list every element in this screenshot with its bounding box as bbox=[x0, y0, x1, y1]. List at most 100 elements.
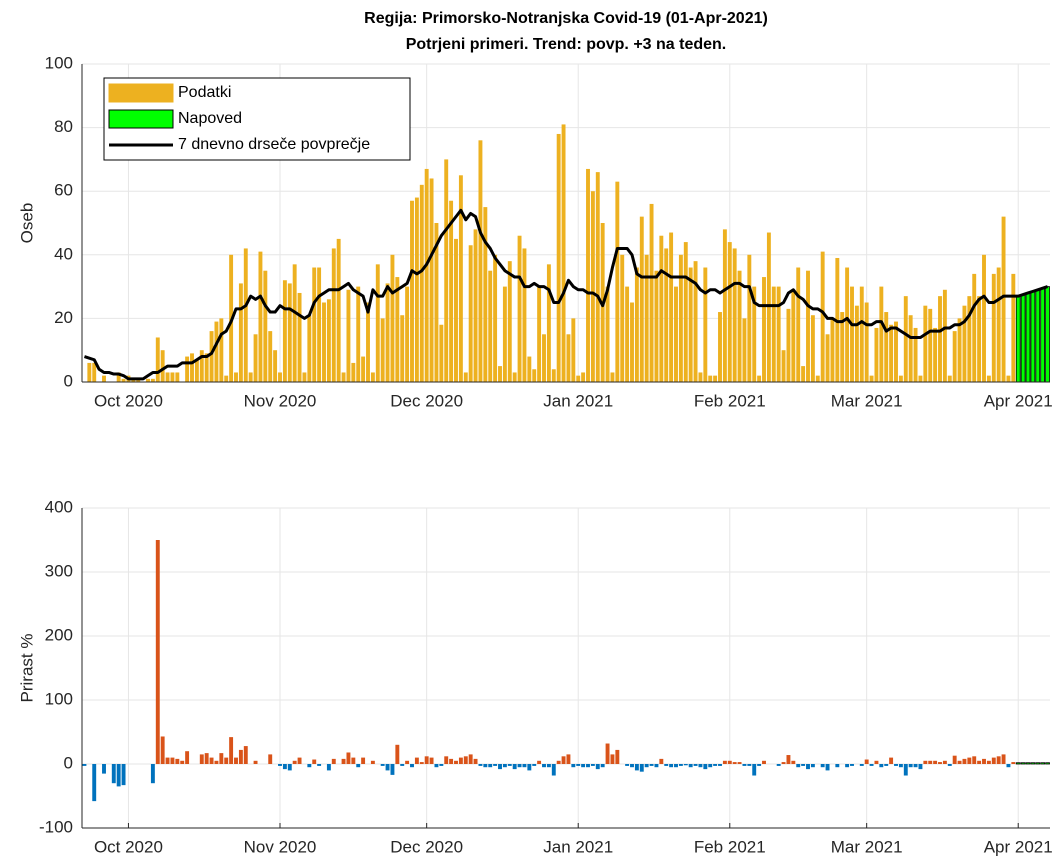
bar bbox=[317, 764, 322, 766]
bar bbox=[688, 267, 693, 382]
chart-title: Regija: Primorsko-Notranjska Covid-19 (0… bbox=[364, 10, 768, 27]
bar bbox=[180, 760, 185, 764]
bar bbox=[634, 267, 639, 382]
bar bbox=[825, 334, 830, 382]
bar bbox=[762, 760, 766, 764]
bar bbox=[522, 248, 527, 382]
bar bbox=[493, 764, 498, 766]
bar bbox=[463, 372, 468, 382]
bar bbox=[952, 755, 957, 764]
bar bbox=[282, 764, 287, 770]
bar bbox=[703, 267, 708, 382]
bar bbox=[170, 757, 175, 764]
y-tick-label: 200 bbox=[45, 625, 73, 644]
bar bbox=[757, 375, 762, 382]
bar bbox=[801, 366, 806, 382]
bar bbox=[410, 200, 414, 382]
bar bbox=[556, 760, 561, 764]
bar bbox=[639, 764, 644, 772]
bar bbox=[361, 757, 366, 764]
bar bbox=[982, 254, 986, 382]
bar bbox=[1025, 292, 1031, 383]
moving-average-line bbox=[83, 208, 1049, 381]
y-tick-label: 100 bbox=[45, 53, 73, 72]
bar bbox=[713, 375, 718, 382]
bar bbox=[654, 764, 659, 768]
bar bbox=[869, 375, 874, 382]
bar bbox=[385, 283, 390, 382]
bar bbox=[605, 286, 610, 382]
bar bbox=[659, 758, 664, 764]
bar bbox=[938, 296, 942, 382]
bar bbox=[747, 764, 752, 766]
y-axis-label: Oseb bbox=[17, 203, 36, 244]
bar bbox=[273, 350, 278, 382]
bar bbox=[982, 758, 986, 764]
bar bbox=[204, 353, 209, 382]
bar bbox=[1025, 762, 1031, 765]
bar bbox=[933, 327, 938, 382]
bar bbox=[864, 302, 869, 382]
bar bbox=[463, 756, 468, 764]
bar bbox=[468, 754, 473, 764]
bar bbox=[439, 764, 444, 766]
x-tick-label: Nov 2020 bbox=[244, 391, 317, 410]
bar bbox=[346, 289, 351, 382]
bar bbox=[933, 760, 938, 764]
bar bbox=[238, 283, 243, 382]
bar bbox=[625, 286, 630, 382]
bar bbox=[806, 270, 810, 382]
bar bbox=[229, 737, 234, 764]
bar bbox=[507, 261, 512, 382]
bar bbox=[605, 743, 610, 764]
x-tick-label: Dec 2020 bbox=[390, 837, 463, 856]
bar bbox=[517, 235, 522, 382]
bar bbox=[312, 267, 317, 382]
bar bbox=[634, 764, 639, 771]
bar bbox=[942, 760, 947, 764]
bar bbox=[121, 378, 126, 382]
bar bbox=[590, 764, 595, 766]
bar bbox=[722, 229, 727, 382]
bar bbox=[908, 315, 913, 382]
bar bbox=[781, 762, 786, 764]
bar bbox=[502, 286, 507, 382]
bar bbox=[590, 191, 595, 382]
bar bbox=[561, 124, 566, 383]
bar bbox=[889, 757, 894, 764]
bar bbox=[405, 760, 410, 764]
bar bbox=[678, 764, 683, 766]
bar bbox=[630, 302, 634, 382]
bar bbox=[502, 764, 507, 768]
bar bbox=[781, 350, 786, 382]
bar bbox=[366, 302, 370, 382]
bar bbox=[952, 331, 957, 382]
bar bbox=[879, 764, 884, 768]
bar bbox=[390, 764, 395, 775]
bar bbox=[947, 375, 952, 382]
bar bbox=[918, 375, 923, 382]
bar bbox=[698, 372, 703, 382]
chart-subtitle: Potrjeni primeri. Trend: povp. +3 na ted… bbox=[406, 36, 727, 53]
bar bbox=[410, 764, 414, 768]
bar bbox=[791, 289, 796, 382]
bar bbox=[507, 764, 512, 766]
bar bbox=[664, 248, 669, 382]
bar bbox=[962, 758, 967, 764]
bar bbox=[766, 232, 771, 382]
bar bbox=[209, 331, 214, 382]
bar bbox=[522, 764, 527, 768]
bar bbox=[370, 372, 375, 382]
bar bbox=[923, 305, 928, 382]
bar bbox=[326, 764, 331, 771]
bar bbox=[278, 764, 282, 766]
bar bbox=[894, 321, 898, 382]
bar bbox=[561, 756, 566, 764]
bar bbox=[830, 318, 835, 382]
bar bbox=[649, 764, 654, 766]
bar bbox=[429, 757, 434, 764]
bar bbox=[732, 762, 737, 764]
bar bbox=[170, 372, 175, 382]
bar bbox=[874, 327, 879, 382]
bar bbox=[1035, 289, 1041, 383]
